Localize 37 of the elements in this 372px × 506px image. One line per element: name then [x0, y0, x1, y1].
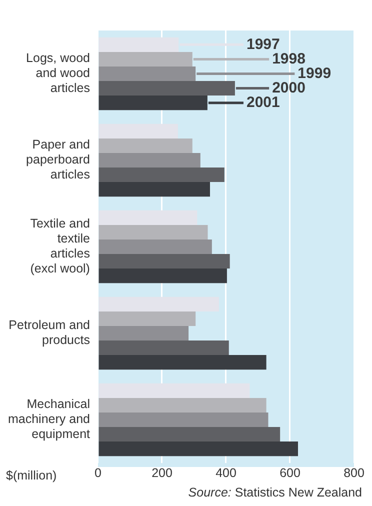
x-tick-label: 400	[216, 466, 236, 480]
y-tick-label: Paper and paperboard articles	[26, 138, 90, 182]
legend-label: 2001	[246, 94, 280, 111]
bar	[98, 442, 298, 456]
y-tick-label: Petroleum and products	[8, 318, 90, 348]
bar	[98, 239, 212, 254]
bar	[98, 124, 178, 138]
bar	[98, 296, 219, 312]
bar	[98, 138, 192, 153]
bar	[98, 168, 224, 182]
text: 1998	[272, 50, 306, 68]
bar	[98, 355, 266, 370]
bar	[98, 427, 280, 442]
x-tick-label: 0	[94, 466, 102, 480]
bar	[98, 398, 266, 412]
bar	[98, 152, 200, 168]
bar	[98, 340, 229, 356]
y-tick-label: Logs, wood and wood articles	[26, 51, 90, 96]
source-note: Source: Statistics New Zealand	[188, 485, 362, 500]
legend-label: 1997	[246, 36, 280, 53]
x-axis-title: $(million)	[6, 468, 57, 482]
x-tick-label: 600	[280, 466, 300, 480]
bar	[98, 182, 210, 197]
bar	[98, 268, 227, 284]
x-tick-label: 200	[152, 466, 172, 480]
y-tick-label: Mechanical machinery and equipment	[8, 397, 91, 442]
y-tick-label: Textile and textile articles (excl wool)	[30, 216, 90, 276]
bar	[98, 224, 208, 240]
text: 1999	[298, 64, 332, 82]
bar	[98, 412, 268, 428]
bar	[98, 383, 250, 398]
bar	[98, 311, 196, 326]
x-tick-label: 800	[344, 466, 364, 480]
bar	[98, 326, 189, 341]
bar	[98, 210, 198, 225]
bar	[98, 254, 230, 269]
legend-label: 2000	[272, 79, 306, 96]
